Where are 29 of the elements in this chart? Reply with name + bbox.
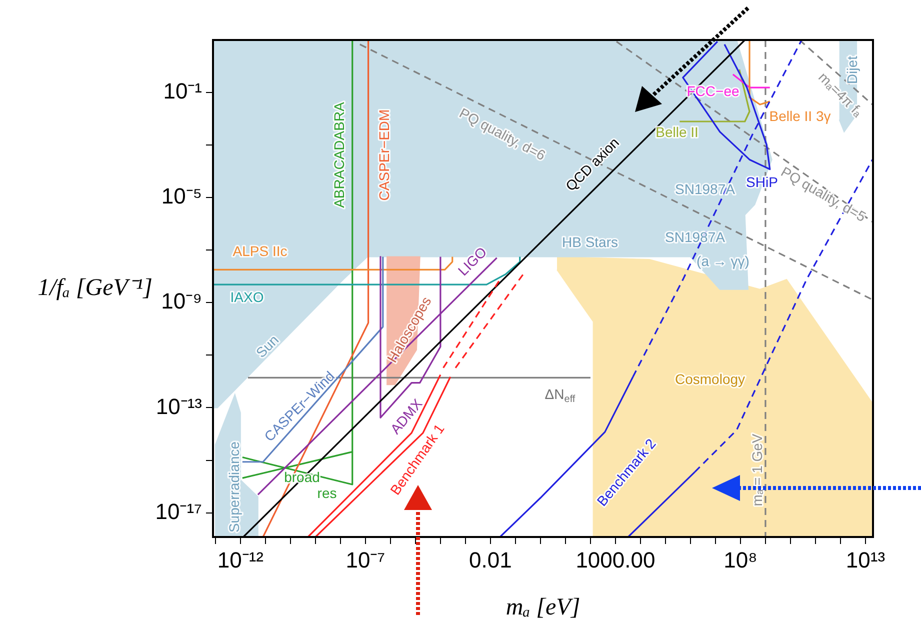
x-tick-label: 10⁸	[724, 547, 758, 572]
annotation: HB Stars	[562, 234, 618, 250]
x-tick-label: 10⁻⁷	[346, 547, 386, 572]
annotation: (a → γγ)	[696, 252, 750, 269]
y-axis-title: 1/fₐ [GeV⁻¹]	[38, 274, 152, 301]
annotation: Belle II 3γ	[769, 108, 831, 124]
annotation: SHiP	[746, 174, 778, 190]
annotation: IAXO	[230, 288, 264, 305]
y-tick-label: 10⁻¹	[163, 78, 202, 104]
x-tick-label: 10¹³	[846, 547, 886, 572]
annotation: SN1987A	[665, 228, 726, 245]
y-tick-label: 10⁻⁵	[161, 184, 202, 209]
annotation: SN1987A	[675, 180, 736, 197]
x-tick-label: 10⁻¹²	[217, 547, 264, 572]
x-tick-label: 0.01	[469, 547, 512, 572]
annotation: Superradiance	[226, 441, 242, 533]
y-tick-label: 10⁻¹³	[156, 394, 202, 419]
y-tick-label: 10⁻¹⁷	[155, 498, 202, 524]
x-tick-label: 1000.00	[576, 547, 656, 572]
x-axis-title: mₐ [eV]	[506, 594, 580, 620]
y-tick-label: 10⁻⁹	[161, 288, 202, 314]
annotation: ALPS IIc	[232, 242, 288, 259]
annotation: ABRACADABRA	[330, 101, 347, 208]
annotation: CASPEr−EDM	[376, 109, 392, 201]
annotation: Cosmology	[674, 370, 746, 387]
annotation: Sun	[252, 332, 282, 361]
annotation: res	[317, 484, 337, 501]
annotation: Belle II	[656, 124, 698, 140]
annotation: mₐ = 1 GeV	[748, 433, 765, 506]
